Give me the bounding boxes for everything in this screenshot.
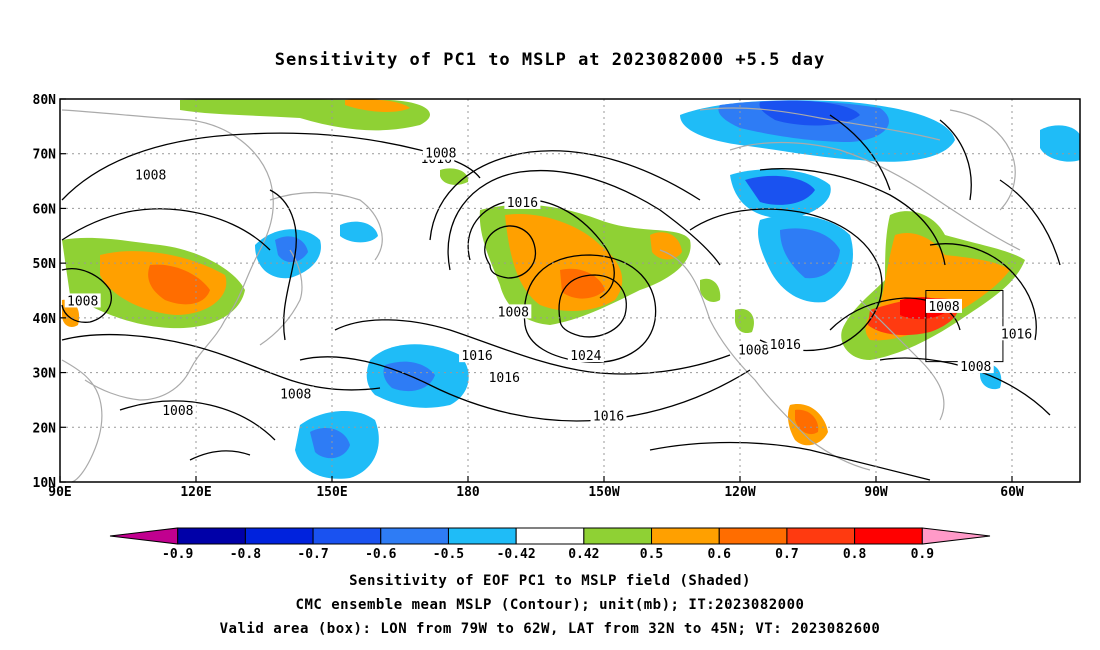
lat-tick-label: 40N	[33, 312, 57, 327]
contour-label: 1008	[498, 305, 529, 320]
contour-label-bg	[735, 342, 772, 357]
colorbar-segment	[515, 527, 585, 545]
contour-layer	[61, 114, 1061, 481]
lon-tick-label: 120W	[724, 485, 755, 500]
caption-line-2: CMC ensemble mean MSLP (Contour); unit(m…	[295, 597, 805, 613]
contour-label-bg	[64, 293, 101, 308]
contour-label-bg	[277, 386, 314, 401]
lon-tick-label: 60W	[1000, 485, 1024, 500]
colorbar-label: -0.7	[297, 547, 328, 562]
lon-tick-label: 90W	[864, 485, 888, 500]
colorbar-arrow-high	[921, 527, 991, 545]
contour-label-bg	[926, 298, 962, 313]
colorbar-segment	[583, 527, 653, 545]
colorbar-label: 0.9	[911, 547, 934, 562]
lon-tick-label: 150E	[316, 485, 347, 500]
contour-label: 1016	[593, 409, 624, 424]
lat-tick-label: 30N	[33, 367, 57, 382]
lon-tick-label: 120E	[180, 485, 211, 500]
contour-labels: 1016100810081016100810081024101610161008…	[64, 145, 1035, 424]
colorbar-segment	[312, 527, 382, 545]
grid-lines	[60, 99, 1080, 482]
contour-label: 1008	[135, 169, 166, 184]
contour-label: 1008	[738, 344, 769, 359]
colorbar-label: -0.6	[365, 547, 396, 562]
colorbar-segment	[718, 527, 788, 545]
contour-label: 1024	[570, 349, 601, 364]
caption-line-3: Valid area (box): LON from 79W to 62W, L…	[219, 621, 881, 637]
contour-label-bg	[590, 408, 627, 423]
contour-label: 1008	[67, 294, 98, 309]
lon-tick-label: 90E	[48, 485, 71, 500]
contour-label: 1016	[770, 338, 801, 353]
contour-label-bg	[459, 348, 496, 363]
colorbar-label: 0.7	[775, 547, 798, 562]
contour-label-bg	[422, 145, 459, 160]
colorbar-label: 0.42	[568, 547, 599, 562]
colorbar-segment	[380, 527, 449, 545]
colorbar-arrow-low	[109, 527, 179, 545]
lat-tick-label: 20N	[33, 421, 57, 436]
contour-label-bg	[767, 337, 804, 352]
lon-tick-label: 180	[456, 485, 480, 500]
colorbar-segment	[854, 527, 923, 545]
colorbar: -0.9 -0.8 -0.7 -0.6 -0.5 -0.42 0.42 0.5 0.6 0.7 0.…	[109, 527, 991, 562]
colorbar-label: -0.9	[162, 547, 193, 562]
contour-label-bg	[998, 326, 1035, 341]
contour-label-bg	[567, 348, 604, 363]
colorbar-segment	[651, 527, 720, 545]
contour-label: 1008	[960, 360, 991, 375]
contour-label: 1008	[162, 404, 193, 419]
lon-tick-label: 150W	[588, 485, 619, 500]
map-title: Sensitivity of PC1 to MSLP at 2023082000…	[274, 50, 826, 70]
lat-tick-label: 80N	[33, 93, 57, 108]
contour-label-bg	[486, 370, 523, 385]
colorbar-segment	[244, 527, 314, 545]
colorbar-label: -0.5	[433, 547, 464, 562]
colorbar-segment	[447, 527, 517, 545]
map-frame	[59, 98, 1081, 483]
contour-label: 1016	[489, 371, 520, 386]
colorbar-label: -0.8	[230, 547, 261, 562]
lat-tick-label: 50N	[33, 257, 57, 272]
map-axes: 90E 120E 150E 180 150W 120W 90W 60W 80N 70N 60N 50N…	[33, 93, 1024, 500]
contour-label: 1016	[1001, 327, 1032, 342]
contour-label: 1008	[280, 387, 311, 402]
contour-label-bg	[504, 194, 541, 209]
colorbar-label: 0.5	[640, 547, 663, 562]
colorbar-label: 0.8	[843, 547, 867, 562]
shading-layer	[62, 99, 1080, 479]
colorbar-segment	[177, 527, 246, 545]
colorbar-label: -0.42	[497, 547, 536, 562]
lat-tick-label: 70N	[33, 148, 57, 163]
lat-tick-label: 10N	[33, 476, 57, 491]
contour-label-bg	[132, 167, 169, 182]
contour-label: 1016	[507, 196, 538, 211]
contour-label-bg	[495, 304, 532, 319]
colorbar-label: 0.6	[707, 547, 731, 562]
contour-label-bg	[159, 402, 196, 417]
contour-label: 1008	[928, 300, 959, 315]
contour-label: 1016	[461, 349, 492, 364]
lat-tick-label: 60N	[33, 202, 57, 217]
caption-line-1: Sensitivity of EOF PC1 to MSLP field (Sh…	[349, 573, 751, 589]
contour-label: 1008	[425, 147, 456, 162]
colorbar-segment	[786, 527, 856, 545]
contour-label-bg	[957, 359, 994, 374]
